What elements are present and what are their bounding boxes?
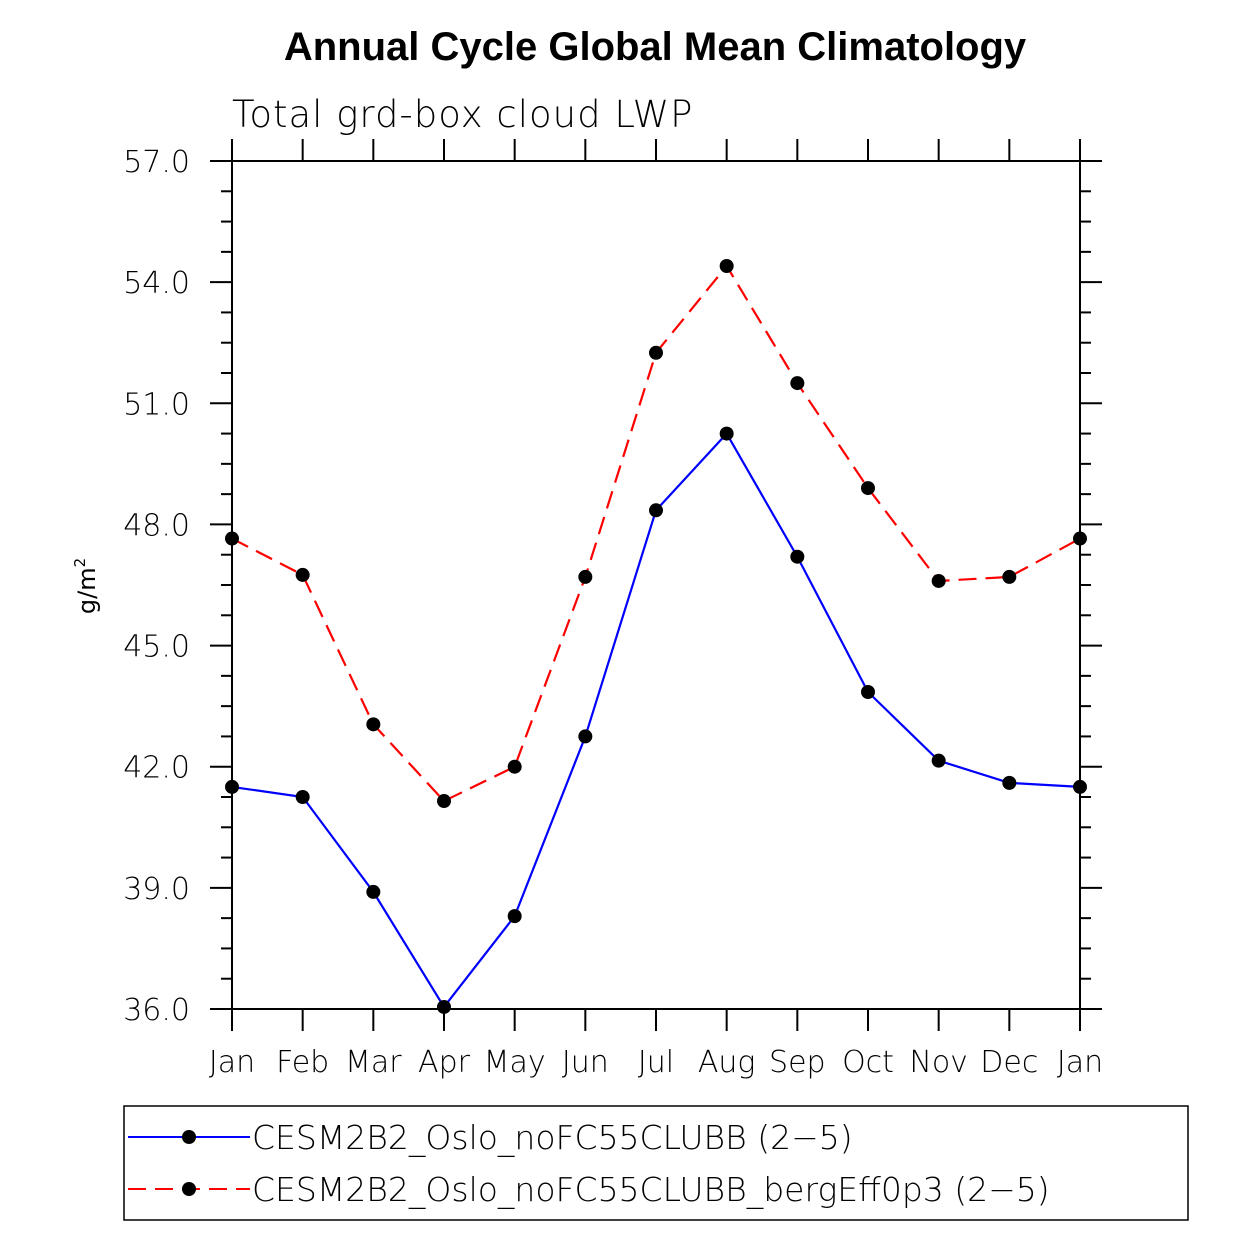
y-tick-label: 54.0	[123, 266, 190, 301]
x-tick-label: Feb	[276, 1045, 329, 1080]
legend-marker-2	[182, 1182, 196, 1196]
x-tick-label: Dec	[980, 1045, 1038, 1080]
series-2-point	[295, 567, 310, 582]
y-axis-label-superscript: 2	[71, 558, 89, 568]
series-line-1	[231, 431, 1081, 1009]
x-tick-label: Jun	[562, 1045, 609, 1080]
series-1-point	[437, 999, 451, 1014]
legend-marker-1	[182, 1130, 196, 1144]
series-1-point	[295, 790, 310, 804]
series-2-point	[719, 258, 734, 273]
y-tick-label: 51.0	[123, 387, 190, 422]
x-tick-label: Oct	[842, 1045, 894, 1080]
series-1-point	[861, 685, 875, 700]
series-2-point	[649, 345, 663, 360]
series-2-point	[578, 569, 593, 584]
legend-label-2: CESM2B2_Oslo_noFC55CLUBB_bergEff0p3 (2−5…	[252, 1170, 1050, 1210]
series-2-point	[366, 717, 381, 732]
svg-text:g/m2: g/m2	[71, 558, 101, 614]
series-2-point	[861, 481, 875, 496]
series-1-point	[931, 753, 946, 768]
series-2-point	[437, 794, 451, 809]
series-1-point	[790, 549, 805, 564]
legend-box	[123, 1105, 1189, 1221]
x-tick-label: Mar	[345, 1045, 402, 1080]
series-1-point	[225, 779, 239, 794]
y-tick-label: 39.0	[123, 872, 190, 907]
series-1-point	[507, 909, 522, 924]
x-tick-label: Sep	[769, 1045, 826, 1080]
y-tick-label: 57.0	[123, 145, 190, 180]
y-axis-label: g/m2	[71, 558, 101, 614]
x-tick-label: Jan	[1057, 1045, 1103, 1080]
plot-frame	[231, 160, 1081, 1010]
y-tick-label: 36.0	[123, 993, 190, 1028]
y-axis-label-text: g/m	[73, 567, 101, 614]
legend: CESM2B2_Oslo_noFC55CLUBB (2−5) CESM2B2_Os…	[123, 1105, 1189, 1221]
series-2-point	[507, 759, 522, 774]
series-2-point	[790, 376, 805, 391]
x-tick-label: Nov	[909, 1045, 968, 1080]
x-tick-label: Apr	[418, 1045, 471, 1080]
x-tick-label: Jul	[638, 1045, 674, 1080]
axis-ticks	[210, 139, 1102, 1031]
chart-subtitle: Total grd-box cloud LWP	[232, 93, 694, 136]
series-2-point	[225, 531, 239, 546]
series-2-point	[1002, 569, 1017, 584]
x-tick-label: May	[484, 1045, 546, 1080]
series-1-point	[719, 426, 734, 441]
chart-title: Annual Cycle Global Mean Climatology	[284, 25, 1027, 69]
series-1-point	[1002, 775, 1017, 790]
y-tick-label: 45.0	[123, 630, 190, 665]
series-1-point	[578, 729, 593, 744]
y-tick-label: 48.0	[123, 508, 190, 543]
series-1-point	[366, 884, 381, 899]
legend-label-1: CESM2B2_Oslo_noFC55CLUBB (2−5)	[252, 1118, 853, 1158]
series-1-point	[649, 503, 663, 518]
x-tick-label: Aug	[698, 1045, 756, 1080]
series-2-point	[1073, 531, 1087, 546]
x-tick-label: Jan	[209, 1045, 255, 1080]
series-1-point	[1073, 779, 1087, 794]
series-2-point	[931, 573, 946, 588]
series-layer	[225, 258, 1087, 1014]
axis-tick-labels: 36.0 39.0 42.0 45.0 48.0 51.0 54.0 57.0 Jan Feb Ma…	[123, 145, 1103, 1080]
y-tick-label: 42.0	[123, 751, 190, 786]
